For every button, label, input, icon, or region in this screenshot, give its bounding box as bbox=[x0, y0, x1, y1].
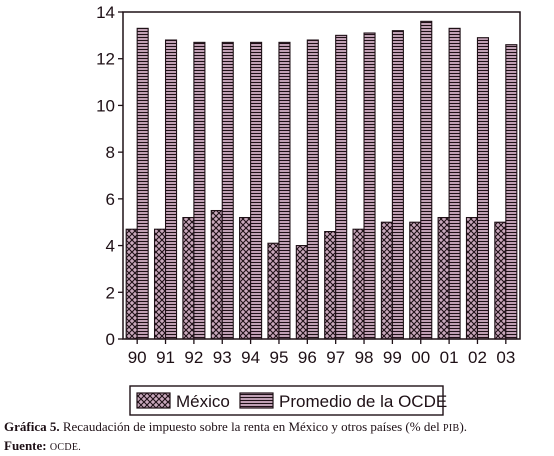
x-tick-label-93: 93 bbox=[213, 348, 232, 367]
caption-abbr: PIB bbox=[442, 423, 460, 434]
legend-label-mexico: México bbox=[176, 392, 230, 411]
bar-promedio-de-la-ocde-02 bbox=[476, 37, 490, 340]
y-tick-label-14: 14 bbox=[96, 3, 115, 22]
bar-mexico-95 bbox=[267, 242, 280, 340]
bar-mexico-02 bbox=[465, 216, 479, 340]
legend-box bbox=[129, 385, 444, 416]
bar-mexico-90 bbox=[125, 228, 138, 340]
source-value: OCDE. bbox=[49, 442, 82, 453]
source-line: Fuente: OCDE. bbox=[4, 437, 552, 456]
caption-label: Gráfica 5. bbox=[4, 419, 60, 434]
bar-promedio-de-la-ocde-91 bbox=[164, 39, 178, 340]
bar-promedio-de-la-ocde-00 bbox=[420, 20, 433, 340]
bar-mexico-92 bbox=[182, 216, 195, 340]
plot-frame bbox=[122, 11, 521, 340]
bar-mexico-91 bbox=[153, 228, 167, 340]
bar-mexico-99 bbox=[380, 221, 393, 340]
legend: México Promedio de la OCDE bbox=[129, 385, 447, 416]
y-tick-label-8: 8 bbox=[106, 143, 115, 162]
x-tick-label-99: 99 bbox=[383, 348, 402, 367]
x-tick-label-94: 94 bbox=[241, 348, 260, 367]
caption-end: ). bbox=[459, 419, 468, 434]
legend-swatch-ocde bbox=[239, 392, 274, 409]
bar-promedio-de-la-ocde-95 bbox=[278, 41, 291, 340]
x-tick-label-03: 03 bbox=[496, 348, 515, 367]
bar-promedio-de-la-ocde-93 bbox=[221, 41, 234, 340]
legend-swatch-mexico bbox=[136, 392, 171, 409]
bar-mexico-97 bbox=[324, 231, 337, 340]
bar-mexico-98 bbox=[352, 228, 365, 340]
x-tick-label-97: 97 bbox=[326, 348, 345, 367]
x-tick-label-92: 92 bbox=[184, 348, 203, 367]
caption-text: Recaudación de impuesto sobre la renta e… bbox=[62, 419, 440, 434]
y-tick-label-6: 6 bbox=[106, 190, 115, 209]
bar-mexico-00 bbox=[409, 221, 422, 340]
y-axis: 0 2 4 6 8 10 12 14 bbox=[96, 3, 123, 349]
bar-mexico-94 bbox=[239, 216, 252, 340]
x-tick-label-96: 96 bbox=[298, 348, 317, 367]
bar-promedio-de-la-ocde-03 bbox=[505, 44, 518, 340]
y-tick-label-12: 12 bbox=[96, 50, 115, 69]
bar-promedio-de-la-ocde-99 bbox=[391, 30, 404, 340]
bar-promedio-de-la-ocde-98 bbox=[363, 32, 376, 340]
bar-promedio-de-la-ocde-96 bbox=[306, 39, 319, 340]
legend-label-ocde: Promedio de la OCDE bbox=[279, 392, 447, 411]
bar-promedio-de-la-ocde-90 bbox=[136, 27, 149, 340]
source-label: Fuente: bbox=[4, 438, 47, 453]
bar-promedio-de-la-ocde-92 bbox=[193, 41, 206, 340]
y-tick-label-0: 0 bbox=[106, 330, 115, 349]
x-tick-label-95: 95 bbox=[270, 348, 289, 367]
x-tick-label-90: 90 bbox=[128, 348, 147, 367]
bar-promedio-de-la-ocde-94 bbox=[250, 41, 263, 340]
figure-caption: Gráfica 5. Recaudación de impuesto sobre… bbox=[4, 418, 552, 456]
y-tick-label-2: 2 bbox=[106, 283, 115, 302]
x-tick-label-98: 98 bbox=[355, 348, 374, 367]
bar-mexico-01 bbox=[437, 216, 450, 340]
x-tick-label-01: 01 bbox=[440, 348, 459, 367]
bar-promedio-de-la-ocde-97 bbox=[335, 34, 348, 340]
bar-mexico-93 bbox=[210, 209, 223, 340]
bar-promedio-de-la-ocde-01 bbox=[448, 27, 461, 340]
bar-mexico-96 bbox=[295, 245, 308, 340]
caption-line: Gráfica 5. Recaudación de impuesto sobre… bbox=[4, 418, 552, 437]
y-tick-label-4: 4 bbox=[106, 237, 115, 256]
y-tick-label-10: 10 bbox=[96, 96, 115, 115]
x-axis: 90 91 92 93 94 95 96 97 98 99 00 01 02 03 bbox=[128, 339, 515, 367]
x-tick-label-91: 91 bbox=[156, 348, 175, 367]
x-tick-label-00: 00 bbox=[411, 348, 430, 367]
x-tick-label-02: 02 bbox=[468, 348, 487, 367]
bar-mexico-03 bbox=[494, 221, 507, 340]
bars-layer bbox=[125, 20, 518, 340]
